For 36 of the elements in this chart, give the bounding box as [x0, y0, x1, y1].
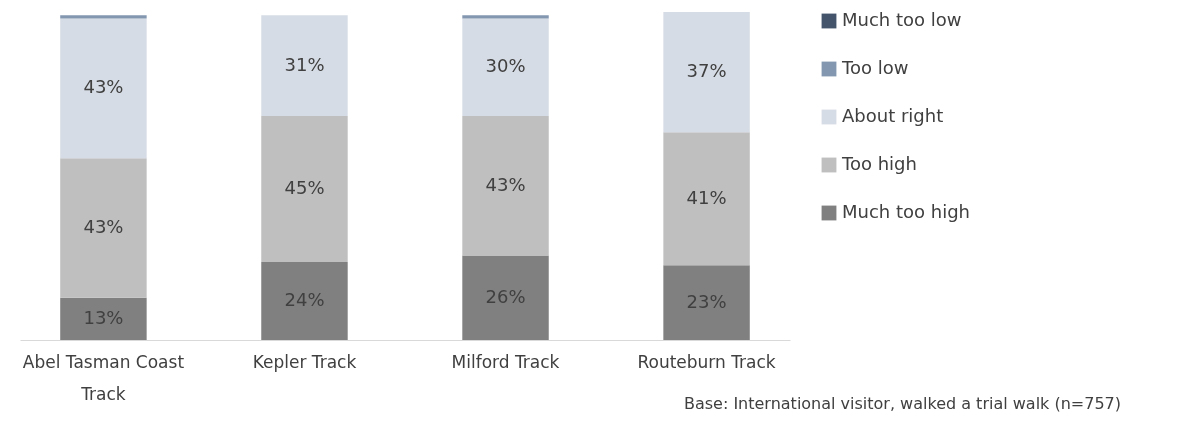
bar: [462, 15, 549, 19]
bar: [462, 115, 549, 256]
data-label: 30%: [485, 55, 526, 77]
data-label: 43%: [485, 173, 526, 195]
data-label: 26%: [485, 285, 526, 307]
data-label: 24%: [284, 289, 325, 311]
data-label: 45%: [284, 176, 325, 198]
bar: [60, 15, 147, 19]
data-label: 41%: [686, 186, 727, 208]
data-label: 23%: [686, 290, 727, 312]
data-label: 37%: [686, 60, 727, 82]
bar: [663, 265, 750, 340]
bar: [663, 132, 750, 266]
text: Base: International visitor, walked a trial walk (n=757): [683, 394, 1121, 413]
data-label: 13%: [83, 306, 124, 328]
bar: [462, 255, 549, 340]
legend-label: Much too high: [842, 201, 971, 222]
x-tick-label: Routeburn Track: [637, 351, 776, 372]
bar: [60, 158, 147, 298]
data-label: 43%: [83, 76, 124, 98]
bar: [261, 15, 348, 116]
legend-label: Too high: [841, 153, 917, 174]
bar: [60, 297, 147, 340]
legend-label: Much too low: [842, 9, 962, 30]
bar: [663, 12, 750, 133]
data-label: 31%: [284, 53, 325, 75]
bar: [261, 262, 348, 340]
data-label: 43%: [83, 215, 124, 237]
bar: [60, 18, 147, 159]
x-tick-label: Milford Track: [451, 351, 560, 372]
x-tick-label: Kepler Track: [252, 351, 357, 372]
bar: [261, 115, 348, 263]
bar: [462, 18, 549, 116]
legend-label: About right: [842, 105, 944, 126]
legend-label: Too low: [841, 57, 909, 78]
x-tick-label: Abel Tasman Coast Track: [22, 351, 185, 404]
